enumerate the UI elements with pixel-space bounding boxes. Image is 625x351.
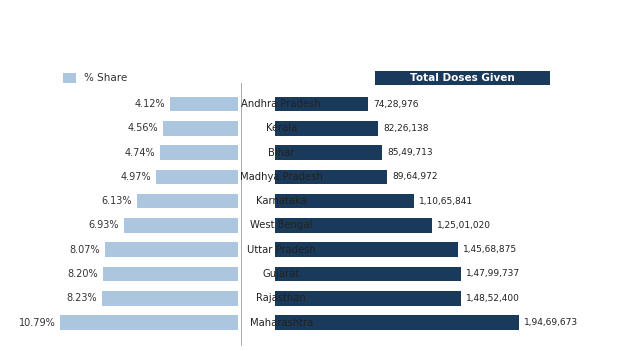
Text: 67% of cumulative doses given so far, are in 10 States: 67% of cumulative doses given so far, ar… <box>26 22 599 41</box>
Text: 74,28,976: 74,28,976 <box>373 100 419 108</box>
Text: 1,48,52,400: 1,48,52,400 <box>466 294 520 303</box>
Text: 8.07%: 8.07% <box>69 245 100 255</box>
Bar <box>275 145 382 160</box>
Text: 8.20%: 8.20% <box>68 269 98 279</box>
Bar <box>170 97 238 111</box>
Text: Uttar Pradesh: Uttar Pradesh <box>247 245 316 255</box>
Text: Total Doses Given: Total Doses Given <box>410 73 515 83</box>
Bar <box>275 243 458 257</box>
Text: 6.93%: 6.93% <box>88 220 119 230</box>
Bar <box>156 170 238 184</box>
Text: 1,47,99,737: 1,47,99,737 <box>466 270 519 278</box>
Text: 8.23%: 8.23% <box>67 293 98 303</box>
Bar <box>275 291 461 305</box>
Text: 1,94,69,673: 1,94,69,673 <box>524 318 578 327</box>
Text: 6.13%: 6.13% <box>101 196 132 206</box>
Text: 85,49,713: 85,49,713 <box>387 148 432 157</box>
Bar <box>137 194 238 208</box>
Bar <box>275 121 378 135</box>
Bar <box>102 291 238 305</box>
Text: 1,25,01,020: 1,25,01,020 <box>437 221 491 230</box>
Text: 4.12%: 4.12% <box>134 99 165 109</box>
Bar <box>61 315 238 330</box>
Bar <box>275 267 461 281</box>
Bar <box>275 218 432 233</box>
Bar <box>160 145 238 160</box>
Text: Bihar: Bihar <box>268 148 294 158</box>
Bar <box>275 194 414 208</box>
Bar <box>275 170 388 184</box>
Text: 1,10,65,841: 1,10,65,841 <box>419 197 473 206</box>
Text: % Share: % Share <box>84 73 127 83</box>
Text: 4.74%: 4.74% <box>124 148 155 158</box>
Bar <box>105 243 238 257</box>
Text: 89,64,972: 89,64,972 <box>392 172 438 181</box>
Bar <box>124 218 238 233</box>
Bar <box>275 315 519 330</box>
Text: Karnataka: Karnataka <box>256 196 307 206</box>
Text: 82,26,138: 82,26,138 <box>383 124 429 133</box>
Bar <box>103 267 238 281</box>
Bar <box>375 71 550 85</box>
Bar <box>162 121 238 135</box>
Text: Gujarat: Gujarat <box>262 269 300 279</box>
Text: Maharashtra: Maharashtra <box>249 318 313 327</box>
Text: 1,45,68,875: 1,45,68,875 <box>462 245 517 254</box>
Text: West Bengal: West Bengal <box>250 220 312 230</box>
Text: 4.56%: 4.56% <box>127 123 158 133</box>
Text: 10.79%: 10.79% <box>19 318 56 327</box>
Text: 4.97%: 4.97% <box>121 172 151 182</box>
Text: Rajasthan: Rajasthan <box>256 293 306 303</box>
Text: Madhya Pradesh: Madhya Pradesh <box>240 172 322 182</box>
Text: Andhra Pradesh: Andhra Pradesh <box>241 99 321 109</box>
Text: Kerala: Kerala <box>266 123 297 133</box>
Bar <box>62 73 76 83</box>
Bar <box>275 97 368 111</box>
